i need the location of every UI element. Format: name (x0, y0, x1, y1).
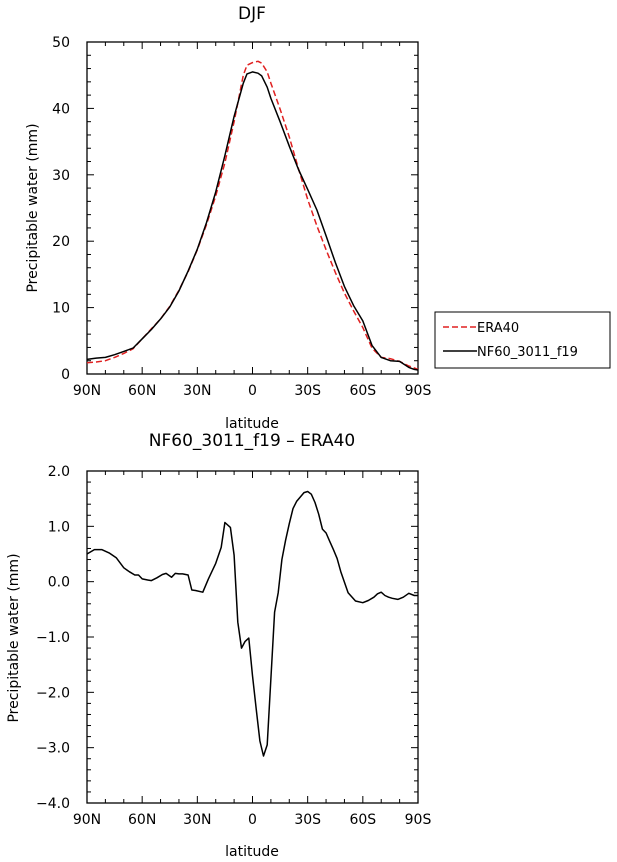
bottom-chart-series-difference-line (86, 490, 418, 757)
top-chart-panel: DJF latitude Precipitable water (mm) 90N… (25, 4, 611, 432)
top-chart-x-tick-label: 90S (405, 383, 432, 399)
bottom-chart-y-tick-label: −2.0 (36, 685, 70, 701)
top-chart-x-axis-label: latitude (225, 416, 279, 432)
bottom-chart-x-tick-label: 30N (183, 812, 211, 828)
bottom-chart-y-axis-label: Precipitable water (mm) (6, 553, 22, 722)
bottom-chart-panel: NF60_3011_f19 – ERA40 latitude Precipita… (6, 431, 431, 860)
bottom-chart-y-tick-label: 2.0 (48, 464, 70, 480)
top-chart-series-nf60-3011-f19-line (86, 71, 419, 371)
top-chart-legend: ERA40 NF60_3011_f19 (434, 311, 611, 369)
top-chart-title: DJF (238, 4, 266, 24)
top-chart-x-tick-label: 90N (73, 383, 101, 399)
top-chart-y-tick-label: 0 (61, 367, 70, 383)
bottom-chart-y-tick-label: −1.0 (36, 630, 70, 646)
top-chart-y-axis-label: Precipitable water (mm) (25, 123, 41, 292)
top-chart-legend-label: NF60_3011_f19 (477, 345, 578, 360)
bottom-chart-plot-frame (86, 470, 419, 804)
top-chart-x-tick-label: 30S (294, 383, 321, 399)
top-chart-y-tick-label: 10 (52, 301, 70, 317)
bottom-chart-x-tick-label: 60S (349, 812, 376, 828)
bottom-chart-x-tick-label: 0 (248, 812, 257, 828)
bottom-chart-x-tick-label: 90N (73, 812, 101, 828)
top-chart-y-tick-label: 50 (52, 35, 70, 51)
bottom-chart-x-tick-label: 30S (294, 812, 321, 828)
top-chart-plot-frame (86, 41, 419, 375)
bottom-chart-x-tick-label: 90S (405, 812, 432, 828)
top-chart-x-tick-label: 30N (183, 383, 211, 399)
bottom-chart-x-tick-label: 60N (128, 812, 156, 828)
top-chart-x-tick-label: 60S (349, 383, 376, 399)
bottom-chart-x-axis-label: latitude (225, 844, 279, 860)
top-chart-x-tick-label: 60N (128, 383, 156, 399)
top-chart-legend-box (434, 311, 611, 369)
top-chart-y-tick-label: 20 (52, 234, 70, 250)
bottom-chart-title: NF60_3011_f19 – ERA40 (149, 431, 355, 451)
top-chart-y-tick-label: 40 (52, 101, 70, 117)
bottom-chart-y-tick-label: 0.0 (48, 575, 70, 591)
top-chart-x-tick-label: 0 (248, 383, 257, 399)
top-chart-series-era40-line (86, 60, 419, 371)
bottom-chart-y-tick-label: −4.0 (36, 796, 70, 812)
bottom-chart-y-tick-label: −3.0 (36, 741, 70, 757)
top-chart-y-tick-label: 30 (52, 168, 70, 184)
bottom-chart-y-tick-label: 1.0 (48, 519, 70, 535)
top-chart-legend-label: ERA40 (477, 321, 519, 336)
